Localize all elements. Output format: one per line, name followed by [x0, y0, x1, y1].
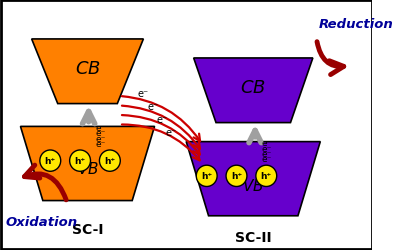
Text: e⁻: e⁻: [261, 149, 271, 158]
Circle shape: [69, 150, 90, 172]
Text: e⁻: e⁻: [138, 89, 149, 99]
Text: e⁻: e⁻: [95, 140, 105, 148]
Text: SC-II: SC-II: [234, 230, 271, 244]
Text: $\it{VB}$: $\it{VB}$: [76, 160, 98, 176]
FancyArrowPatch shape: [24, 166, 66, 200]
Text: e⁻: e⁻: [95, 134, 105, 143]
Text: $\it{CB}$: $\it{CB}$: [75, 60, 100, 78]
Polygon shape: [186, 142, 320, 216]
FancyArrowPatch shape: [122, 97, 200, 142]
FancyArrowPatch shape: [122, 116, 199, 155]
Text: e⁻: e⁻: [261, 144, 271, 153]
Circle shape: [99, 150, 120, 172]
Text: e⁻: e⁻: [95, 129, 105, 138]
Circle shape: [225, 166, 246, 187]
Text: SC-I: SC-I: [72, 222, 103, 236]
Text: $\it{CB}$: $\it{CB}$: [240, 79, 265, 97]
FancyArrowPatch shape: [316, 42, 343, 75]
Text: h⁺: h⁺: [230, 172, 241, 180]
Text: e⁻: e⁻: [147, 102, 158, 112]
Text: Oxidation: Oxidation: [6, 215, 77, 228]
FancyArrowPatch shape: [122, 125, 199, 161]
Text: h⁺: h⁺: [260, 172, 271, 180]
FancyArrowPatch shape: [122, 106, 199, 149]
Circle shape: [40, 150, 61, 172]
Text: h⁺: h⁺: [45, 156, 56, 166]
Text: e⁻: e⁻: [156, 115, 167, 125]
Polygon shape: [193, 59, 312, 123]
Polygon shape: [32, 40, 143, 104]
Polygon shape: [20, 127, 154, 201]
Text: h⁺: h⁺: [104, 156, 115, 166]
Text: e⁻: e⁻: [95, 124, 105, 132]
Text: e⁻: e⁻: [165, 128, 176, 138]
Text: h⁺: h⁺: [200, 172, 212, 180]
Text: $\it{VB}$: $\it{VB}$: [242, 177, 263, 193]
Circle shape: [255, 166, 276, 187]
Text: e⁻: e⁻: [261, 139, 271, 148]
Text: Reduction: Reduction: [318, 18, 392, 31]
Text: h⁺: h⁺: [74, 156, 85, 166]
Text: e⁻: e⁻: [261, 154, 271, 164]
Circle shape: [196, 166, 217, 187]
